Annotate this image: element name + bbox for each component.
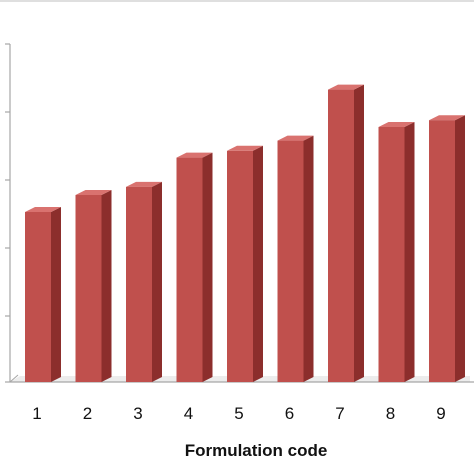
bar-7 [328, 84, 364, 382]
chart-bars [25, 84, 465, 382]
x-tick-label-9: 9 [436, 404, 445, 423]
bar-front-face [126, 186, 152, 382]
bar-side-face [101, 190, 112, 382]
bar-side-face [202, 152, 213, 382]
bar-top-face [277, 135, 314, 141]
x-tick-label-2: 2 [83, 404, 92, 423]
x-tick-label-7: 7 [335, 404, 344, 423]
x-tick-label-5: 5 [234, 404, 243, 423]
bar-top-face [25, 207, 61, 212]
bar-2 [75, 190, 112, 382]
floor-edge [9, 374, 19, 383]
bar-top-face [378, 122, 415, 127]
bar-side-face [253, 145, 263, 382]
bar-front-face [378, 127, 405, 382]
x-tick-label-4: 4 [184, 404, 193, 423]
bar-top-face [126, 181, 162, 187]
bar-6 [277, 135, 314, 382]
bar-top-face [176, 152, 213, 158]
x-tick-labels: 1 2 3 4 5 6 7 8 9 [32, 404, 445, 423]
x-tick-label-1: 1 [32, 404, 41, 423]
bar-1 [25, 207, 61, 382]
bar-side-face [354, 84, 364, 382]
bar-side-face [303, 135, 314, 382]
bar-front-face [429, 120, 455, 382]
bar-3 [126, 181, 162, 382]
bar-top-face [75, 190, 112, 195]
bar-top-face [328, 84, 364, 90]
bar-8 [378, 122, 415, 382]
x-tick-label-6: 6 [285, 404, 294, 423]
bar-4 [176, 152, 213, 382]
bar-side-face [404, 122, 415, 382]
bar-top-face [227, 145, 263, 151]
bar-side-face [455, 115, 465, 382]
x-tick-label-8: 8 [386, 404, 395, 423]
bar-9 [429, 115, 465, 382]
bar-front-face [75, 195, 102, 382]
bar-top-face [429, 115, 465, 121]
bar-front-face [277, 140, 304, 382]
x-tick-label-3: 3 [133, 404, 142, 423]
bar-front-face [227, 150, 253, 382]
bar-front-face [328, 89, 354, 382]
bar-5 [227, 145, 263, 382]
x-axis-label: Formulation code [185, 441, 328, 460]
bar-front-face [25, 212, 51, 382]
bar-side-face [152, 181, 162, 382]
bar-front-face [176, 157, 203, 382]
bar-side-face [51, 207, 61, 382]
